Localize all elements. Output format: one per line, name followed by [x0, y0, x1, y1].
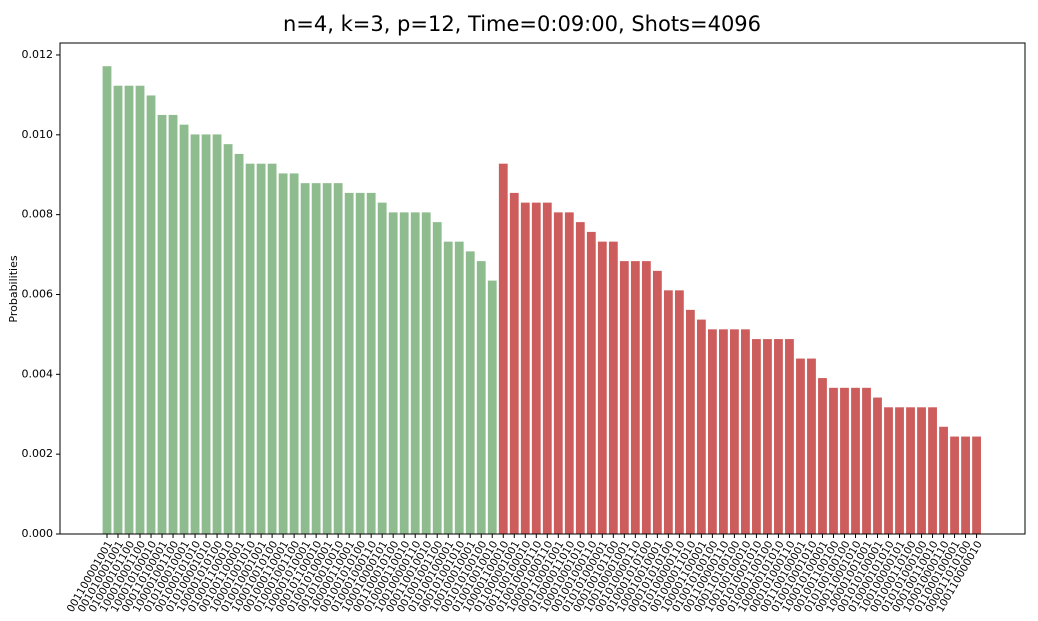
bar [498, 163, 508, 534]
y-tick-label: 0.010 [22, 128, 54, 141]
bar [355, 192, 365, 534]
bar [146, 95, 156, 534]
bar [719, 329, 728, 534]
bar [113, 85, 123, 534]
bar [520, 202, 530, 534]
bar [487, 280, 497, 534]
bar [807, 358, 816, 534]
bar [476, 261, 486, 534]
bar [201, 134, 211, 534]
bar [311, 183, 321, 535]
bar [421, 212, 431, 534]
bar [377, 202, 387, 534]
y-tick-label: 0.012 [22, 48, 54, 61]
bar [950, 436, 959, 534]
bar [432, 222, 442, 534]
bar [245, 163, 255, 534]
bar [157, 114, 167, 534]
bar [763, 339, 772, 534]
bar [895, 407, 904, 534]
bar [366, 192, 376, 534]
bar [774, 339, 783, 534]
bar [730, 329, 739, 534]
bar [575, 222, 585, 534]
bar [443, 241, 453, 535]
y-tick-label: 0.004 [22, 367, 54, 380]
bar [135, 85, 145, 534]
bar [939, 426, 948, 534]
bar [829, 387, 838, 534]
bar [289, 173, 299, 535]
bar [619, 261, 629, 534]
bar [685, 309, 695, 534]
bar [531, 202, 541, 534]
bar [465, 251, 475, 534]
bar [388, 212, 398, 534]
bar [300, 183, 310, 535]
bar [278, 173, 288, 535]
bar [785, 339, 794, 534]
bar [961, 436, 970, 534]
bar [741, 329, 750, 534]
bar [124, 85, 134, 534]
bar [564, 212, 574, 534]
bar [553, 212, 563, 534]
bar [509, 192, 519, 534]
bar [862, 387, 871, 534]
bar [256, 163, 266, 534]
bar [234, 153, 244, 534]
bar [322, 183, 332, 535]
bar [851, 387, 860, 534]
y-tick-label: 0.006 [22, 287, 54, 300]
bar [542, 202, 552, 534]
bar [344, 192, 354, 534]
y-tick-label: 0.008 [22, 208, 54, 221]
bar [223, 144, 233, 534]
bar [641, 261, 651, 534]
plot-frame [59, 42, 1026, 535]
bar [707, 329, 717, 534]
bar [696, 319, 706, 534]
y-tick-label: 0.002 [22, 447, 54, 460]
bar [399, 212, 409, 534]
bar [818, 378, 827, 534]
bar [652, 270, 662, 534]
bar [663, 290, 673, 534]
bar [928, 407, 937, 534]
bar [840, 387, 849, 534]
bar [454, 241, 464, 535]
bar [873, 397, 882, 534]
bar [212, 134, 222, 534]
bar [884, 407, 893, 534]
chart-title: n=4, k=3, p=12, Time=0:09:00, Shots=4096 [283, 12, 761, 36]
bar [972, 436, 981, 534]
bar [906, 407, 915, 534]
bar [674, 290, 684, 534]
bar [796, 358, 805, 534]
bar [586, 231, 596, 535]
bar [917, 407, 926, 534]
bar [179, 124, 189, 535]
bar [267, 163, 277, 534]
bar [752, 339, 761, 534]
bar [102, 66, 112, 535]
y-tick-label: 0.000 [22, 527, 54, 540]
bar [333, 183, 343, 535]
bar [168, 114, 178, 534]
bar [190, 134, 200, 534]
y-axis-label: Probabilities [7, 255, 20, 322]
bar [608, 241, 618, 535]
bar [410, 212, 420, 534]
bar [630, 261, 640, 534]
bar [597, 241, 607, 535]
